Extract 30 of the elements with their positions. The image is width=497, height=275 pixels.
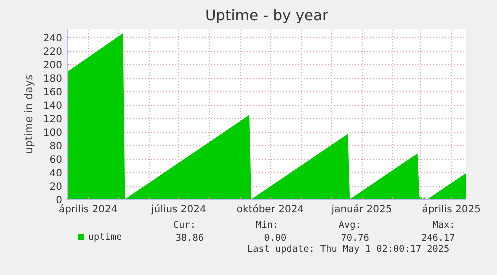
y-tick-label: 120 bbox=[43, 114, 63, 126]
y-tick-label: 20 bbox=[50, 182, 63, 194]
text: 246.17 bbox=[422, 233, 456, 244]
x-tick-label: október 2024 bbox=[236, 204, 304, 216]
x-tick-label: július 2024 bbox=[150, 204, 206, 216]
chart-title: Uptime - by year bbox=[205, 8, 330, 24]
y-tick-label: 80 bbox=[50, 142, 63, 153]
y-tick-label: 60 bbox=[50, 155, 63, 166]
text: 0.00 bbox=[264, 233, 288, 244]
text: Cur: bbox=[173, 220, 196, 231]
text: Min: bbox=[256, 220, 279, 231]
y-tick-label: 100 bbox=[43, 128, 63, 140]
y-tick-label: 240 bbox=[43, 34, 63, 45]
x-tick-label: április 2024 bbox=[59, 204, 118, 216]
y-tick-label: 180 bbox=[43, 74, 63, 86]
y-tick-label: 160 bbox=[43, 88, 63, 99]
x-tick-label: január 2025 bbox=[330, 204, 392, 216]
legend-label: uptime bbox=[88, 232, 122, 243]
y-tick-label: 40 bbox=[50, 168, 63, 180]
text: 70.76 bbox=[341, 233, 370, 244]
text: Last update: Thu May 1 02:00:17 2025 bbox=[247, 244, 450, 255]
x-tick-label: április 2025 bbox=[422, 204, 481, 216]
y-tick-label: 0 bbox=[56, 196, 63, 206]
text: Avg: bbox=[338, 220, 362, 231]
y-tick-label: 220 bbox=[43, 47, 63, 58]
text: Max: bbox=[432, 220, 456, 231]
y-axis-title: uptime in days bbox=[22, 74, 36, 154]
y-tick-label: 200 bbox=[43, 60, 63, 72]
y-tick-label: 140 bbox=[43, 101, 63, 112]
text: 38.86 bbox=[176, 233, 204, 244]
